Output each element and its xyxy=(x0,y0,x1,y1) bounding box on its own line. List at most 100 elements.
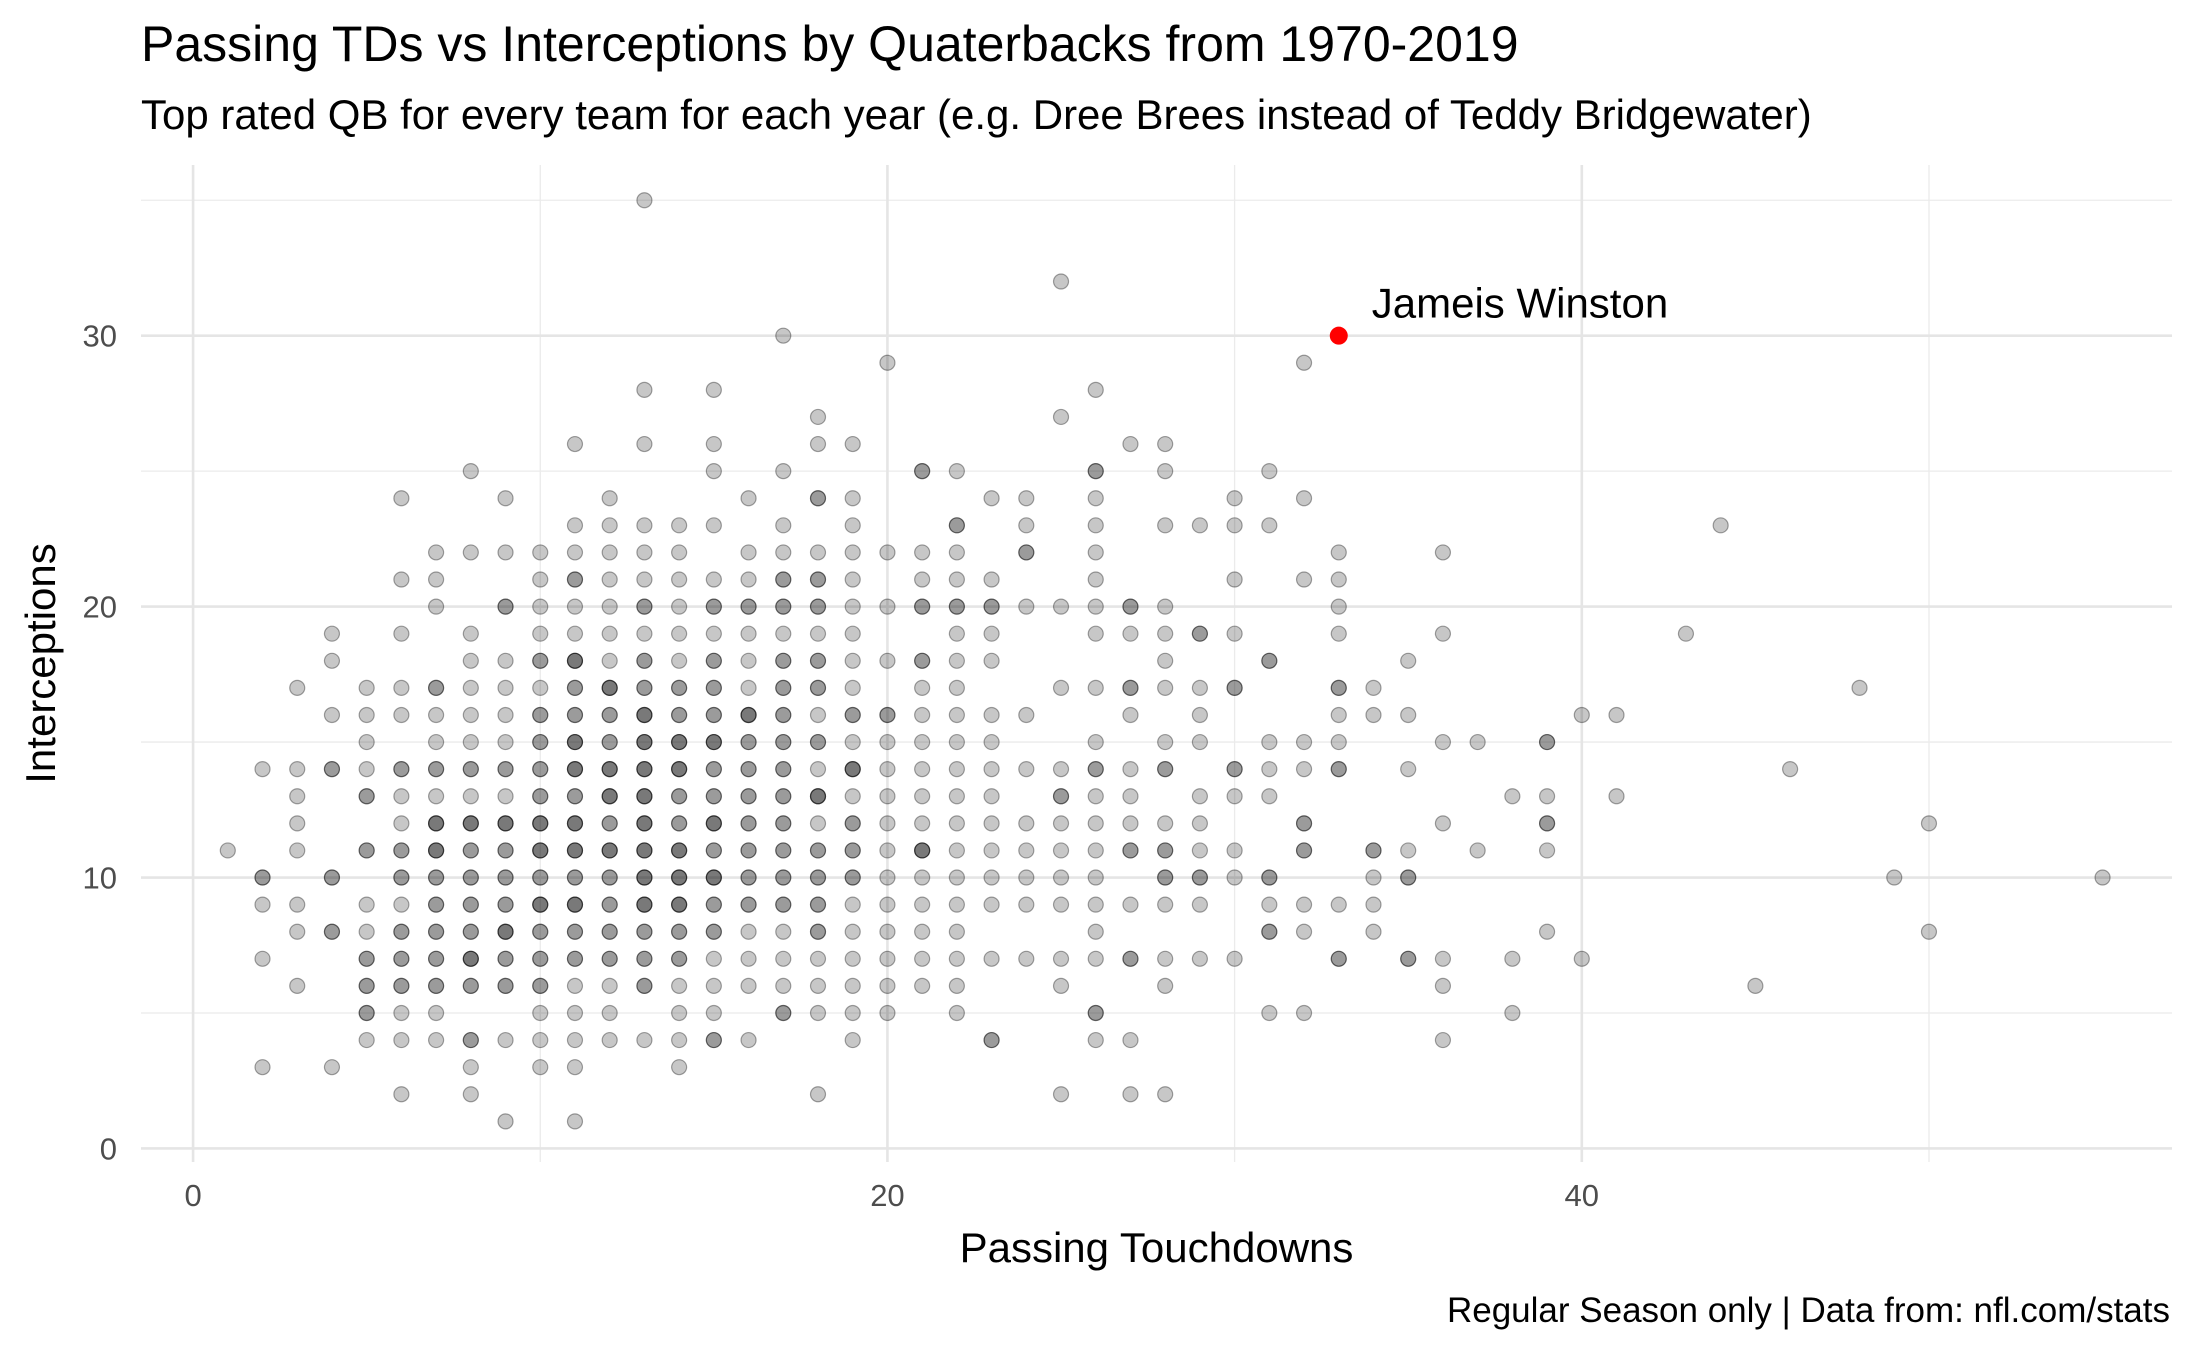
data-point xyxy=(1087,923,1104,940)
data-point xyxy=(428,598,445,615)
data-point xyxy=(671,1031,688,1049)
data-point xyxy=(636,788,653,805)
data-point xyxy=(1087,571,1104,588)
data-point xyxy=(740,706,757,724)
data-point xyxy=(1157,517,1174,534)
data-point xyxy=(393,625,410,642)
data-point xyxy=(1122,679,1139,696)
data-point xyxy=(532,761,549,778)
data-point xyxy=(844,435,861,453)
data-point xyxy=(671,1059,688,1076)
data-point xyxy=(636,977,653,994)
data-point xyxy=(775,679,792,696)
data-point xyxy=(705,869,722,886)
data-point xyxy=(740,544,757,561)
data-point xyxy=(462,842,479,859)
data-point xyxy=(1191,869,1208,886)
data-point xyxy=(393,923,410,940)
data-point xyxy=(601,977,618,994)
data-point xyxy=(532,815,549,832)
data-point xyxy=(705,733,722,751)
data-point xyxy=(566,517,584,534)
data-point xyxy=(601,761,618,778)
data-point xyxy=(705,950,722,967)
data-point xyxy=(1330,706,1347,724)
data-point xyxy=(1191,950,1208,967)
data-point xyxy=(775,1004,792,1022)
data-point xyxy=(705,761,722,778)
data-point xyxy=(254,761,271,778)
data-point xyxy=(601,923,618,940)
data-point xyxy=(428,950,445,967)
data-point xyxy=(1330,761,1347,778)
data-point xyxy=(393,788,410,805)
data-point xyxy=(323,923,341,940)
data-point xyxy=(601,733,618,751)
data-point xyxy=(1087,679,1104,696)
data-point xyxy=(914,977,931,994)
data-point xyxy=(566,842,584,859)
data-point xyxy=(358,842,375,859)
data-point xyxy=(532,544,549,561)
data-point xyxy=(358,977,375,994)
data-point xyxy=(1400,842,1417,859)
data-point xyxy=(705,381,722,398)
data-point xyxy=(566,761,584,778)
data-point xyxy=(532,869,549,886)
data-point xyxy=(1573,706,1590,724)
data-point xyxy=(636,598,653,615)
data-point xyxy=(809,869,827,886)
data-point xyxy=(1018,896,1035,913)
data-point xyxy=(1052,788,1070,805)
data-point xyxy=(636,842,653,859)
data-point xyxy=(532,706,549,724)
data-point xyxy=(601,490,618,507)
data-point xyxy=(775,896,792,913)
data-point xyxy=(636,896,653,913)
data-point xyxy=(983,490,1000,507)
data-point xyxy=(879,652,896,669)
data-point xyxy=(671,652,688,669)
data-point xyxy=(948,598,965,615)
data-point xyxy=(393,1031,410,1049)
data-point xyxy=(1122,761,1139,778)
data-point xyxy=(323,1059,341,1076)
data-point xyxy=(1469,842,1486,859)
data-point xyxy=(1052,815,1070,832)
data-point xyxy=(462,977,479,994)
data-point xyxy=(809,869,827,886)
data-point xyxy=(844,598,861,615)
data-point xyxy=(462,896,479,913)
data-point xyxy=(740,733,757,751)
data-point xyxy=(1295,1004,1313,1022)
data-point xyxy=(809,842,827,859)
data-point xyxy=(428,869,445,886)
data-point xyxy=(914,815,931,832)
data-point xyxy=(428,977,445,994)
data-point xyxy=(289,815,306,832)
y-tick-label: 30 xyxy=(83,319,117,354)
data-point xyxy=(497,598,514,615)
data-point xyxy=(636,652,653,669)
data-point xyxy=(844,517,861,534)
data-point xyxy=(809,761,827,778)
data-point xyxy=(566,733,584,751)
data-point xyxy=(671,842,688,859)
data-point xyxy=(254,950,271,967)
data-point xyxy=(462,652,479,669)
data-point xyxy=(636,815,653,832)
data-point xyxy=(1538,733,1556,751)
data-point xyxy=(1052,598,1070,615)
data-point xyxy=(775,517,792,534)
data-point xyxy=(809,706,827,724)
data-point xyxy=(497,842,514,859)
data-point xyxy=(1157,625,1174,642)
data-point xyxy=(566,435,584,453)
data-point xyxy=(914,598,931,615)
data-point xyxy=(358,896,375,913)
data-point xyxy=(1087,598,1104,615)
data-point xyxy=(844,490,861,507)
data-point xyxy=(1434,625,1452,642)
data-point xyxy=(1295,354,1313,371)
